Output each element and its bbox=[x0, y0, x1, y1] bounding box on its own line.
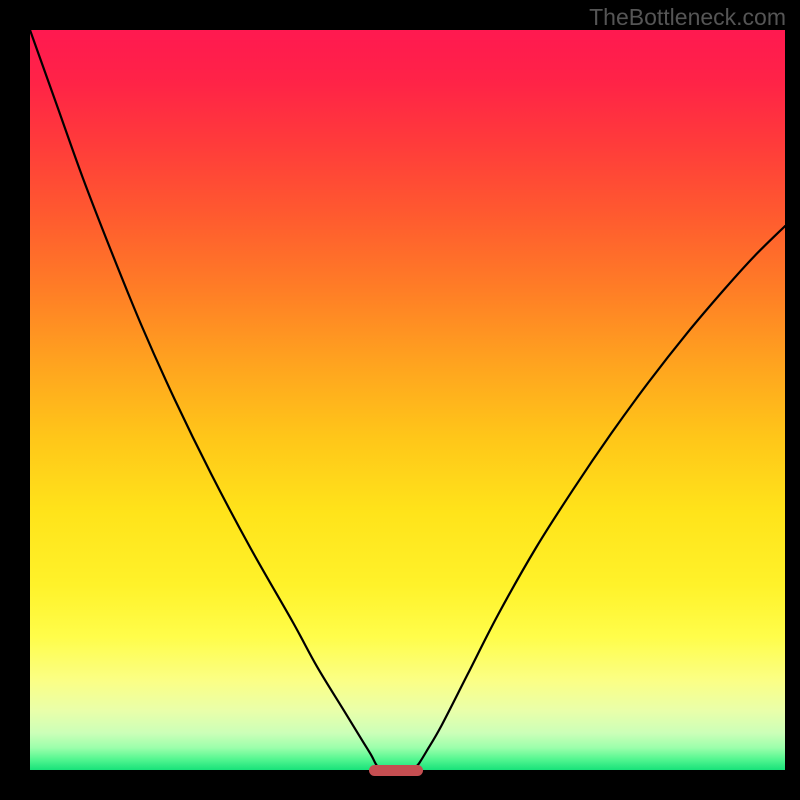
bottleneck-marker bbox=[369, 765, 423, 776]
chart-frame: TheBottleneck.com bbox=[0, 0, 800, 800]
watermark-label: TheBottleneck.com bbox=[589, 4, 786, 31]
plot-area bbox=[30, 30, 785, 770]
cpu-bottleneck-curve bbox=[30, 30, 377, 766]
bottleneck-curves bbox=[30, 30, 785, 770]
gpu-bottleneck-curve bbox=[417, 226, 785, 766]
